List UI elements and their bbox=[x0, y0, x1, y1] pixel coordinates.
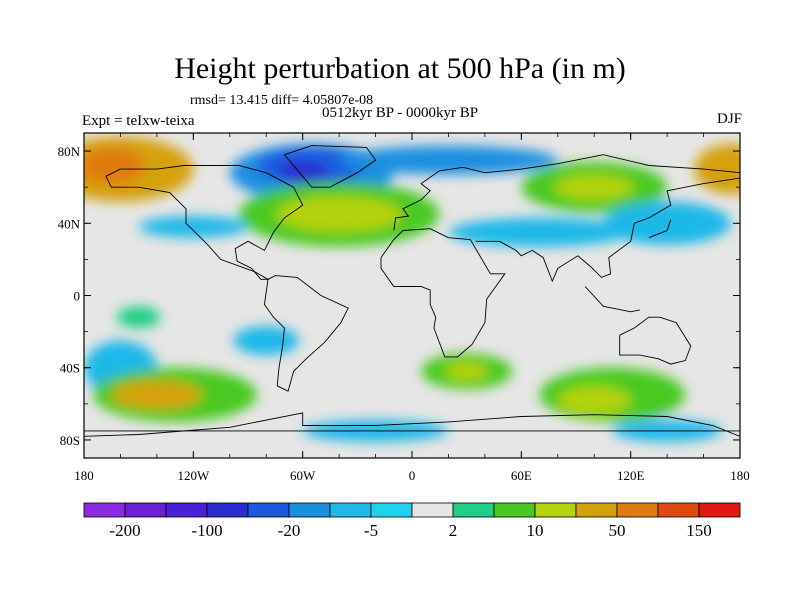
y-tick-label: 40N bbox=[58, 216, 81, 231]
field-contour bbox=[694, 143, 740, 195]
field-contour bbox=[116, 306, 161, 328]
colorbar-swatch bbox=[83, 502, 126, 518]
field-contour bbox=[448, 217, 631, 247]
colorbar-label: -200 bbox=[109, 521, 140, 540]
coastline bbox=[619, 316, 692, 365]
colorbar-swatch bbox=[288, 502, 331, 518]
field-contour bbox=[84, 147, 145, 184]
field-contour bbox=[138, 216, 248, 238]
field-contour bbox=[557, 385, 631, 415]
coastlines bbox=[84, 145, 740, 437]
colorbar-swatch bbox=[452, 502, 495, 518]
colorbar-swatch bbox=[124, 502, 167, 518]
y-tick-label: 80N bbox=[58, 144, 81, 159]
coastline bbox=[393, 154, 740, 231]
coastline bbox=[584, 286, 640, 313]
colorbar-swatch bbox=[575, 502, 618, 518]
field-contours bbox=[84, 136, 740, 442]
stats-text: rmsd= 13.415 diff= 4.05807e-08 bbox=[190, 93, 374, 108]
coastline bbox=[475, 177, 740, 283]
field-contour bbox=[233, 326, 300, 356]
coastline bbox=[283, 145, 377, 188]
colorbar-label: -20 bbox=[278, 521, 301, 540]
colorbar-label: -100 bbox=[191, 521, 222, 540]
experiment-label: Expt = teIxw-teixa bbox=[82, 113, 195, 129]
colorbar-swatch bbox=[370, 502, 413, 518]
x-tick-label: 180 bbox=[74, 468, 94, 483]
coastline bbox=[648, 219, 672, 239]
colorbar-swatch bbox=[247, 502, 290, 518]
colorbar-label: 10 bbox=[527, 521, 544, 540]
coastline bbox=[105, 165, 304, 280]
colorbar-label: 150 bbox=[686, 521, 712, 540]
y-tick-label: 0 bbox=[74, 289, 81, 304]
period-label: 0512kyr BP - 0000kyr BP bbox=[322, 105, 479, 121]
colorbar-label: 2 bbox=[449, 521, 458, 540]
colorbar-swatch bbox=[411, 502, 454, 518]
field-contour bbox=[603, 201, 731, 245]
field-contour bbox=[275, 196, 403, 233]
colorbar-label: 50 bbox=[609, 521, 626, 540]
colorbar-swatch bbox=[493, 502, 536, 518]
y-tick-label: 40S bbox=[60, 361, 80, 376]
coastline bbox=[380, 228, 506, 358]
x-tick-label: 60E bbox=[511, 468, 532, 483]
colorbar-swatch bbox=[206, 502, 249, 518]
plot-area bbox=[84, 133, 740, 458]
field-contour bbox=[111, 380, 203, 410]
y-tick-label: 80S bbox=[60, 433, 80, 448]
x-axis: 180 120W 60W 0 60E 120E 180 bbox=[74, 133, 750, 483]
x-tick-label: 180 bbox=[730, 468, 750, 483]
colorbar-swatch bbox=[165, 502, 208, 518]
field-contour bbox=[277, 161, 329, 184]
colorbar-swatch bbox=[534, 502, 577, 518]
x-tick-label: 120W bbox=[177, 468, 210, 483]
season-label: DJF bbox=[716, 111, 742, 127]
colorbar-swatch bbox=[657, 502, 700, 518]
colorbar-swatch bbox=[616, 502, 659, 518]
colorbar-swatch bbox=[329, 502, 372, 518]
colorbar-label: -5 bbox=[364, 521, 378, 540]
colorbar-swatch bbox=[698, 502, 741, 518]
colorbar: -200 -100 -20 -5 2 10 50 150 bbox=[83, 502, 741, 540]
x-tick-label: 0 bbox=[409, 468, 416, 483]
field-contour bbox=[444, 362, 489, 381]
coastline bbox=[263, 275, 349, 392]
y-axis: 80N 40N 0 40S 80S bbox=[58, 144, 740, 448]
field-contour bbox=[339, 145, 558, 175]
x-tick-label: 60W bbox=[290, 468, 316, 483]
coastline bbox=[84, 412, 740, 437]
map-title: Height perturbation at 500 hPa (in m) bbox=[174, 52, 626, 85]
x-tick-label: 120E bbox=[617, 468, 645, 483]
field-contour bbox=[554, 174, 635, 200]
